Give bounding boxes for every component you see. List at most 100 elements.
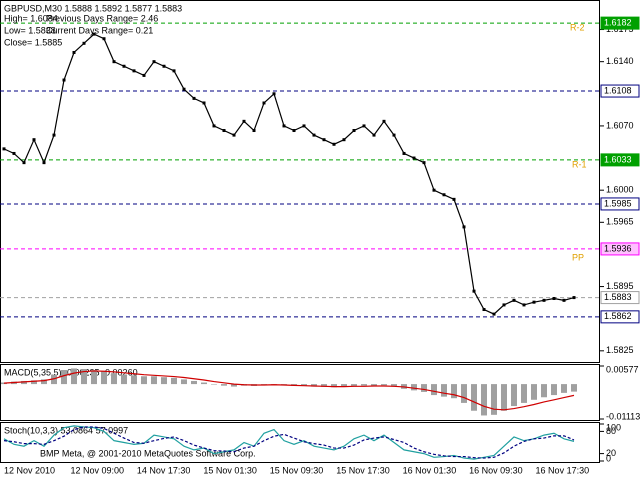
price-point [152,60,156,64]
level-label: 1.6033 [604,154,632,164]
price-point [522,303,526,307]
histogram-bar [61,369,67,385]
level-label-bg [600,16,640,30]
y-tick-label: 20 [606,448,616,458]
histogram-bar [211,384,217,385]
y-tick-label: 100 [606,422,621,432]
price-point [232,133,236,137]
level-label-bg [600,197,640,211]
annotation: Low= 1.5838 [4,25,56,35]
price-point [512,298,516,302]
level-label: 1.6182 [604,17,632,27]
histogram-bar [121,374,127,385]
histogram-bar [471,384,477,411]
panel-title: GBPUSD,M30 1.5888 1.5892 1.5877 1.5883 [4,3,182,13]
x-tick-label: 14 Nov 17:30 [137,465,191,475]
x-tick-label: 15 Nov 17:30 [336,465,390,475]
price-point [62,78,66,82]
histogram-bar [381,384,387,386]
level-label-bg [600,291,640,305]
histogram-bar [461,384,467,403]
price-point [12,151,16,155]
histogram-bar [131,375,137,385]
price-point [212,124,216,128]
price-point [572,296,576,300]
histogram-bar [551,384,557,396]
histogram-bar [361,384,367,386]
price-point [502,303,506,307]
histogram-bar [481,384,487,416]
price-point [112,60,116,64]
histogram-bar [111,373,117,385]
series-line [3,33,575,315]
price-point [202,101,206,105]
histogram-bar [311,384,317,387]
price-point [222,129,226,133]
y-tick-label: 1.5825 [606,345,634,355]
level-label: 1.5883 [604,292,632,302]
price-point [382,119,386,123]
histogram-bar [411,384,417,391]
level-label: 1.6108 [604,85,632,95]
histogram-bar [391,384,397,387]
histogram-bar [71,368,77,385]
price-point [72,50,76,54]
price-point [492,312,496,316]
histogram-bar [171,377,177,385]
y-tick-label: 1.5895 [606,281,634,291]
price-point [22,161,26,165]
price-point [462,225,466,229]
x-tick-label: 12 Nov 2010 [4,465,55,475]
stoch-frame [0,422,600,463]
x-tick-label: 16 Nov 09:30 [469,465,523,475]
histogram-bar [191,380,197,385]
annotation: Current Days Range= 0.21 [46,25,153,35]
histogram-bar [371,384,377,386]
price-point [392,133,396,137]
price-point [472,289,476,293]
y-tick-label: 0 [606,453,611,463]
price-point [122,64,126,68]
series-line [3,370,575,411]
histogram-bar [1,382,7,385]
y-tick-label: 1.6070 [606,120,634,130]
price-point [282,124,286,128]
price-point [262,101,266,105]
histogram-bar [301,384,307,386]
histogram-bar [521,384,527,403]
histogram-bar [491,384,497,415]
level-label: 1.5936 [604,243,632,253]
histogram-bar [81,369,87,385]
y-tick-label: 1.5965 [606,217,634,227]
price-point [442,193,446,197]
histogram-bar [101,371,107,385]
histogram-bar [201,382,207,385]
price-point [372,133,376,137]
x-tick-label: 16 Nov 17:30 [536,465,590,475]
price-point [252,129,256,133]
histogram-bar [181,379,187,385]
price-point [562,298,566,302]
y-tick-label: -0.01113 [606,411,640,421]
panel-title: Stoch(10,3,3) 53.0864 57.0997 [4,425,128,435]
histogram-bar [501,384,507,411]
annotation: High= 1.6084 [4,13,58,23]
price-point [322,138,326,142]
x-tick-label: 15 Nov 01:30 [203,465,257,475]
histogram-bar [531,384,537,400]
y-tick-label: 1.6000 [606,185,634,195]
histogram-bar [41,379,47,385]
price-point [302,124,306,128]
histogram-bar [231,384,237,387]
price-point [92,32,96,36]
histogram-bar [31,380,37,385]
level-label-bg [600,242,640,256]
price-point [272,92,276,96]
histogram-bar [51,374,57,385]
y-tick-label: 0.00577 [606,364,639,374]
histogram-bar [161,377,167,385]
price-point [242,119,246,123]
histogram-bar [151,376,157,385]
price-point [362,124,366,128]
